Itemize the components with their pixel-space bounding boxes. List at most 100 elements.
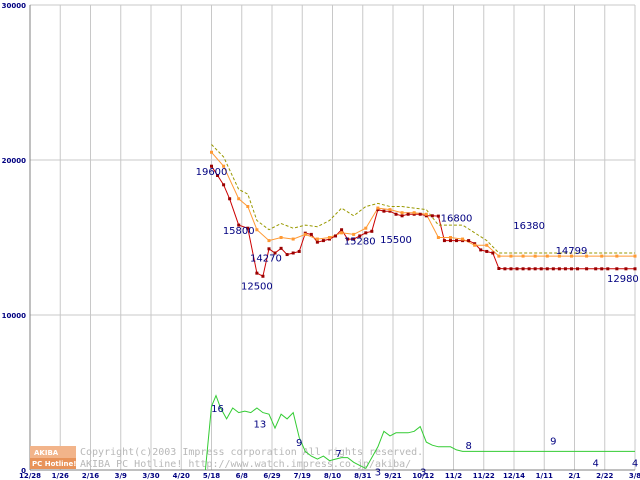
- price-point-min: [479, 248, 483, 252]
- price-point-avg: [509, 254, 513, 258]
- price-label: 12980: [607, 274, 639, 285]
- x-tick-label: 3/9: [115, 472, 127, 480]
- price-point-avg: [585, 254, 589, 258]
- price-point-min: [503, 267, 507, 271]
- price-line-max: [211, 144, 635, 254]
- price-point-min: [279, 246, 283, 250]
- x-axis-ticks: 12/28 1/26 2/16 3/9 3/30 4/20 5/18 6/8 6/29 7/19 8…: [19, 472, 640, 480]
- shop-count-label: 7: [335, 449, 341, 460]
- price-point-min: [210, 164, 213, 168]
- x-tick-label: 3/30: [142, 472, 159, 480]
- price-point-min: [442, 239, 446, 243]
- price-point-avg: [473, 243, 477, 247]
- x-tick-label: 1/11: [536, 472, 553, 480]
- y-tick-label: 0: [21, 467, 26, 475]
- price-point-min: [222, 183, 226, 187]
- watermark: AKIBA PC Hotline! Copyright(c)2003 Impre…: [30, 446, 423, 470]
- x-tick-label: 9/21: [384, 472, 401, 480]
- x-tick-label: 11/22: [473, 472, 495, 480]
- price-point-min: [624, 267, 628, 271]
- price-point-avg: [291, 237, 295, 241]
- price-point-avg: [424, 212, 428, 216]
- shop-count-label: 8: [465, 441, 471, 452]
- price-point-min: [228, 197, 232, 201]
- x-tick-label: 8/10: [324, 472, 341, 480]
- price-point-avg: [388, 208, 392, 212]
- price-point-min: [557, 267, 561, 271]
- price-point-min: [334, 234, 338, 238]
- price-point-min: [485, 249, 489, 253]
- price-point-min: [455, 239, 459, 243]
- price-point-min: [261, 274, 265, 278]
- price-label: 16800: [441, 213, 473, 224]
- price-label: 15800: [223, 226, 255, 237]
- x-tick-label: 2/22: [596, 472, 613, 480]
- price-point-min: [327, 237, 331, 241]
- x-tick-label: 7/19: [294, 472, 311, 480]
- price-point-min: [594, 267, 598, 271]
- price-label: 14799: [556, 246, 588, 257]
- x-tick-label: 6/8: [236, 472, 248, 480]
- x-tick-label: 4/20: [173, 472, 190, 480]
- price-point-min: [585, 267, 589, 271]
- shop-count-label: 16: [211, 404, 224, 415]
- price-point-avg: [279, 236, 283, 239]
- price-point-min: [315, 240, 319, 244]
- price-point-min: [418, 212, 422, 216]
- chart-markers: [210, 150, 637, 278]
- price-point-avg: [557, 254, 561, 258]
- akiba-logo-subtext: PC Hotline!: [32, 460, 76, 468]
- price-label: 19600: [196, 167, 228, 178]
- shop-count-line: [204, 394, 635, 471]
- price-point-min: [376, 208, 380, 212]
- price-label: 15500: [380, 235, 412, 246]
- price-point-avg: [633, 254, 637, 258]
- akiba-logo-top: [30, 446, 76, 458]
- price-point-min: [491, 251, 495, 255]
- price-point-min: [273, 251, 277, 255]
- y-tick-label: 10000: [2, 312, 26, 320]
- price-point-min: [509, 267, 513, 271]
- price-point-min: [615, 267, 619, 271]
- price-point-avg: [246, 205, 250, 208]
- chart-series: [204, 144, 635, 471]
- price-point-min: [600, 267, 604, 271]
- x-tick-label: 1/26: [52, 472, 69, 480]
- price-point-avg: [412, 211, 416, 215]
- price-point-min: [633, 267, 637, 271]
- price-point-min: [309, 232, 313, 236]
- akiba-logo-text: AKIBA: [34, 449, 59, 457]
- price-point-min: [291, 251, 295, 255]
- x-tick-label: 5/18: [203, 472, 220, 480]
- price-point-min: [216, 174, 220, 177]
- price-point-avg: [340, 231, 344, 235]
- price-point-avg: [497, 254, 501, 258]
- price-point-avg: [600, 254, 604, 258]
- price-point-min: [346, 237, 350, 241]
- price-point-avg: [376, 206, 380, 210]
- price-point-min: [539, 267, 543, 271]
- shop-count-label: 9: [296, 438, 302, 449]
- price-point-min: [388, 209, 392, 213]
- price-point-min: [521, 267, 525, 271]
- price-point-avg: [461, 237, 465, 241]
- price-point-avg: [267, 239, 271, 243]
- x-tick-label: 3/8: [629, 472, 640, 480]
- y-tick-label: 30000: [2, 2, 26, 10]
- price-point-min: [267, 247, 271, 251]
- chart-labels: 19600 15800 14270 12500 15280 15500 16800 16380…: [196, 167, 639, 479]
- price-point-avg: [255, 228, 259, 232]
- price-point-avg: [569, 254, 573, 258]
- price-point-avg: [364, 226, 368, 230]
- price-point-avg: [315, 237, 319, 241]
- price-point-min: [497, 267, 501, 270]
- shop-count-label: 9: [550, 437, 556, 448]
- price-point-avg: [545, 254, 549, 258]
- x-tick-label: 12/14: [503, 472, 525, 480]
- shop-count-label: 13: [254, 420, 267, 431]
- price-point-min: [515, 267, 519, 271]
- shop-count-label: 3: [375, 468, 381, 479]
- price-point-min: [382, 209, 386, 213]
- price-point-min: [412, 212, 416, 216]
